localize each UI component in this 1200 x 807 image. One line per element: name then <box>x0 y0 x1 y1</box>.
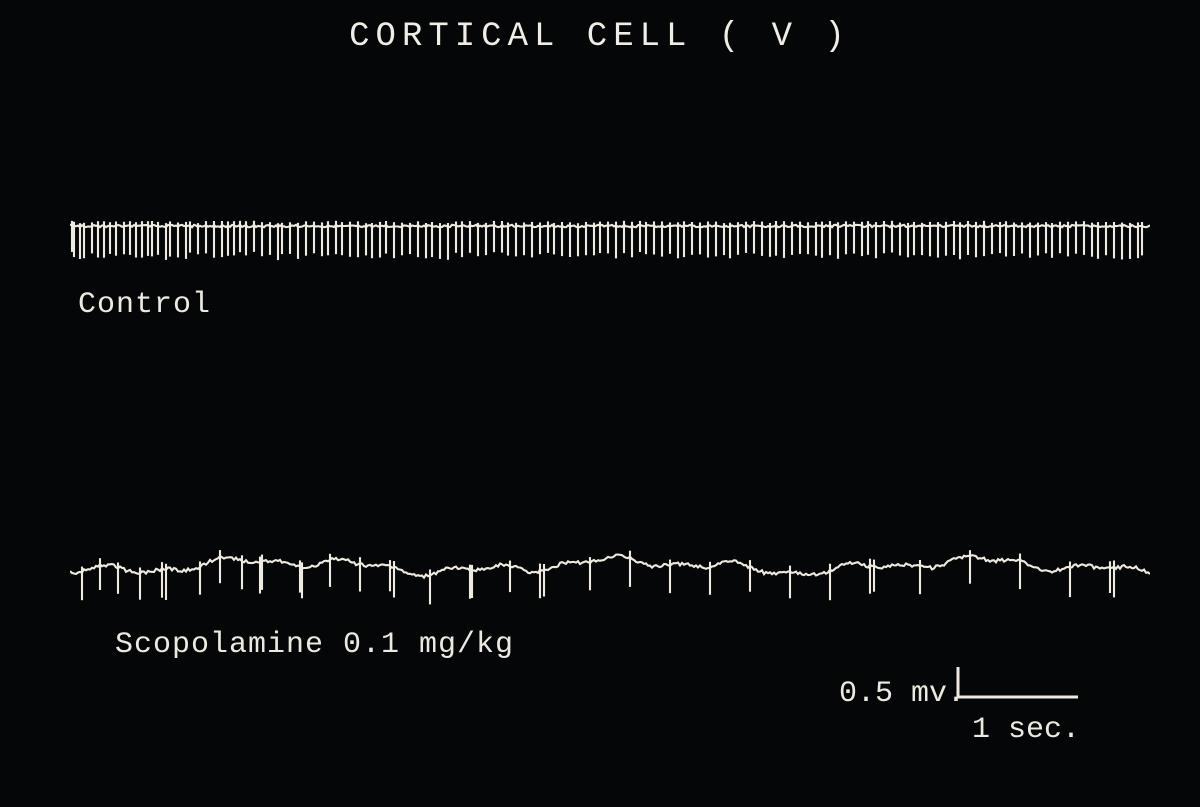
scale-bar-icon <box>952 657 1092 707</box>
trace-control <box>70 200 1150 280</box>
trace-baseline <box>70 225 1150 227</box>
scale-voltage-label: 0.5 mv. <box>839 677 965 711</box>
trace-label-control: Control <box>78 288 211 322</box>
figure-title: CORTICAL CELL ( V ) <box>0 18 1200 56</box>
trace-baseline <box>70 555 1150 578</box>
figure-frame: CORTICAL CELL ( V ) Control Scopolamine 0… <box>0 0 1200 807</box>
trace-label-scopolamine: Scopolamine 0.1 mg/kg <box>115 628 514 662</box>
scale-bar-group: 0.5 mv. 1 sec. <box>830 657 1110 747</box>
scale-time-label: 1 sec. <box>972 713 1080 747</box>
trace-scopolamine <box>70 540 1150 620</box>
